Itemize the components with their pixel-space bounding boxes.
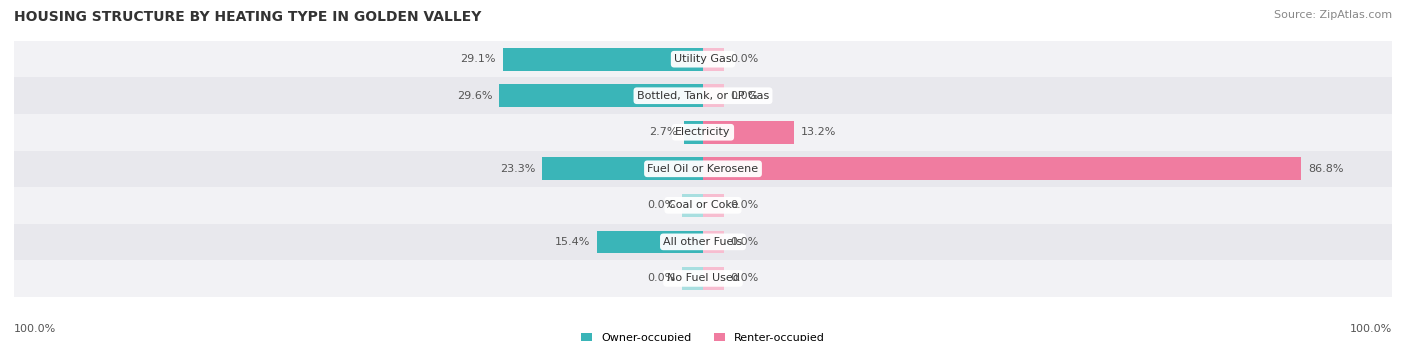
Text: 15.4%: 15.4% [554, 237, 591, 247]
Bar [682, 267, 703, 290]
Bar [14, 41, 1392, 77]
Text: HOUSING STRUCTURE BY HEATING TYPE IN GOLDEN VALLEY: HOUSING STRUCTURE BY HEATING TYPE IN GOL… [14, 10, 481, 24]
Text: No Fuel Used: No Fuel Used [666, 273, 740, 283]
Text: 0.0%: 0.0% [731, 273, 759, 283]
Text: 0.0%: 0.0% [647, 273, 675, 283]
Bar [703, 267, 724, 290]
Bar [682, 194, 703, 217]
Bar [14, 77, 1392, 114]
Bar [598, 231, 703, 253]
Text: Coal or Coke: Coal or Coke [668, 200, 738, 210]
Bar [14, 150, 1392, 187]
Bar [499, 84, 703, 107]
Text: 0.0%: 0.0% [731, 237, 759, 247]
Text: Fuel Oil or Kerosene: Fuel Oil or Kerosene [647, 164, 759, 174]
Bar [14, 114, 1392, 150]
Bar [14, 260, 1392, 297]
Bar [685, 121, 703, 144]
Text: All other Fuels: All other Fuels [664, 237, 742, 247]
Bar [14, 187, 1392, 224]
Text: 13.2%: 13.2% [801, 127, 837, 137]
Legend: Owner-occupied, Renter-occupied: Owner-occupied, Renter-occupied [576, 328, 830, 341]
Bar [703, 158, 1301, 180]
Text: 0.0%: 0.0% [647, 200, 675, 210]
Bar [703, 194, 724, 217]
Bar [703, 231, 724, 253]
Bar [502, 48, 703, 71]
Text: 29.1%: 29.1% [460, 54, 496, 64]
Text: 86.8%: 86.8% [1308, 164, 1343, 174]
Text: 0.0%: 0.0% [731, 200, 759, 210]
Bar [543, 158, 703, 180]
Bar [14, 224, 1392, 260]
Text: Utility Gas: Utility Gas [675, 54, 731, 64]
Bar [703, 48, 724, 71]
Text: 0.0%: 0.0% [731, 91, 759, 101]
Bar [703, 121, 794, 144]
Text: 2.7%: 2.7% [650, 127, 678, 137]
Text: 100.0%: 100.0% [14, 324, 56, 334]
Bar [703, 84, 724, 107]
Text: Source: ZipAtlas.com: Source: ZipAtlas.com [1274, 10, 1392, 20]
Text: 29.6%: 29.6% [457, 91, 492, 101]
Text: Electricity: Electricity [675, 127, 731, 137]
Text: 100.0%: 100.0% [1350, 324, 1392, 334]
Text: 23.3%: 23.3% [501, 164, 536, 174]
Text: Bottled, Tank, or LP Gas: Bottled, Tank, or LP Gas [637, 91, 769, 101]
Text: 0.0%: 0.0% [731, 54, 759, 64]
